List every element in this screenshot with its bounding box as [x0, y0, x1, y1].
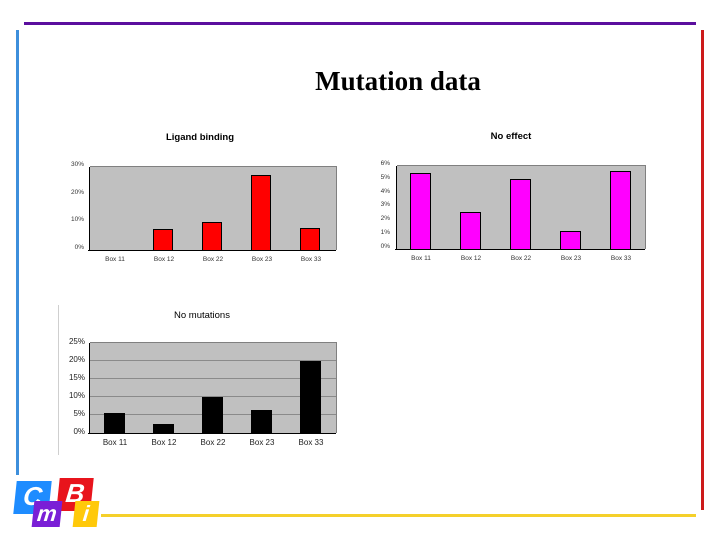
bar-box-22 [510, 179, 531, 249]
x-tick: Box 22 [200, 438, 226, 447]
bar-box-23 [251, 175, 271, 250]
y-tick: 20% [70, 189, 84, 196]
bar-box-12 [153, 229, 173, 250]
bar-box-23 [251, 410, 272, 433]
x-tick: Box 12 [460, 255, 482, 262]
x-tick: Box 11 [105, 256, 125, 263]
x-tick: Box 33 [300, 256, 322, 263]
gridline [90, 360, 336, 361]
x-tick: Box 12 [153, 256, 175, 263]
x-tick: Box 22 [510, 255, 532, 262]
y-tick: 20% [68, 355, 85, 364]
y-tick: 0% [380, 243, 390, 250]
bar-box-22 [202, 222, 222, 250]
y-tick: 0% [74, 244, 84, 251]
plot-area [395, 165, 646, 250]
bar-box-33 [300, 228, 320, 250]
y-tick: 2% [380, 215, 390, 222]
y-tick: 15% [68, 373, 85, 382]
x-tick: Box 33 [610, 255, 632, 262]
y-tick: 6% [380, 160, 390, 167]
y-axis [396, 166, 397, 249]
x-tick: Box 11 [411, 255, 431, 262]
bar-box-33 [300, 361, 321, 433]
y-tick: 5% [73, 409, 85, 418]
bar-box-33 [610, 171, 631, 249]
y-tick: 10% [68, 391, 85, 400]
bar-box-12 [460, 212, 481, 249]
y-tick: 1% [380, 229, 390, 236]
chart-title: Ligand binding [165, 132, 235, 143]
y-tick: 5% [380, 174, 390, 181]
y-tick: 10% [70, 216, 84, 223]
y-tick: 3% [380, 201, 390, 208]
x-tick: Box 33 [298, 438, 324, 447]
right-border-line [701, 30, 704, 510]
top-border-line [24, 22, 696, 25]
plot-area [88, 166, 337, 251]
y-tick: 0% [73, 427, 85, 436]
bar-box-22 [202, 397, 223, 433]
gridline [90, 378, 336, 379]
x-tick: Box 23 [249, 438, 275, 447]
bar-box-23 [560, 231, 581, 249]
bottom-border-line [101, 514, 696, 517]
gridline [90, 396, 336, 397]
x-axis [395, 249, 645, 250]
chart-title: No mutations [174, 310, 230, 321]
y-tick: 25% [68, 337, 85, 346]
x-tick: Box 12 [151, 438, 177, 447]
x-tick: Box 23 [560, 255, 582, 262]
bar-box-12 [153, 424, 174, 433]
x-tick: Box 11 [102, 438, 128, 447]
plot-area [88, 342, 337, 434]
chart-title: No effect [490, 131, 532, 142]
x-tick: Box 23 [251, 256, 273, 263]
x-axis [88, 250, 336, 251]
slide-title: Mutation data [315, 66, 481, 96]
x-axis [88, 433, 336, 434]
x-tick: Box 22 [202, 256, 224, 263]
y-tick: 4% [380, 188, 390, 195]
bar-box-11 [410, 173, 431, 249]
bar-box-11 [104, 413, 125, 433]
logo-letter-i: i [72, 501, 100, 527]
logo-letter-m: m [31, 501, 63, 527]
chart-frame-left-edge [58, 305, 59, 455]
left-border-line [16, 30, 19, 475]
y-tick: 30% [70, 161, 84, 168]
y-axis [89, 343, 90, 433]
y-axis [89, 167, 90, 250]
